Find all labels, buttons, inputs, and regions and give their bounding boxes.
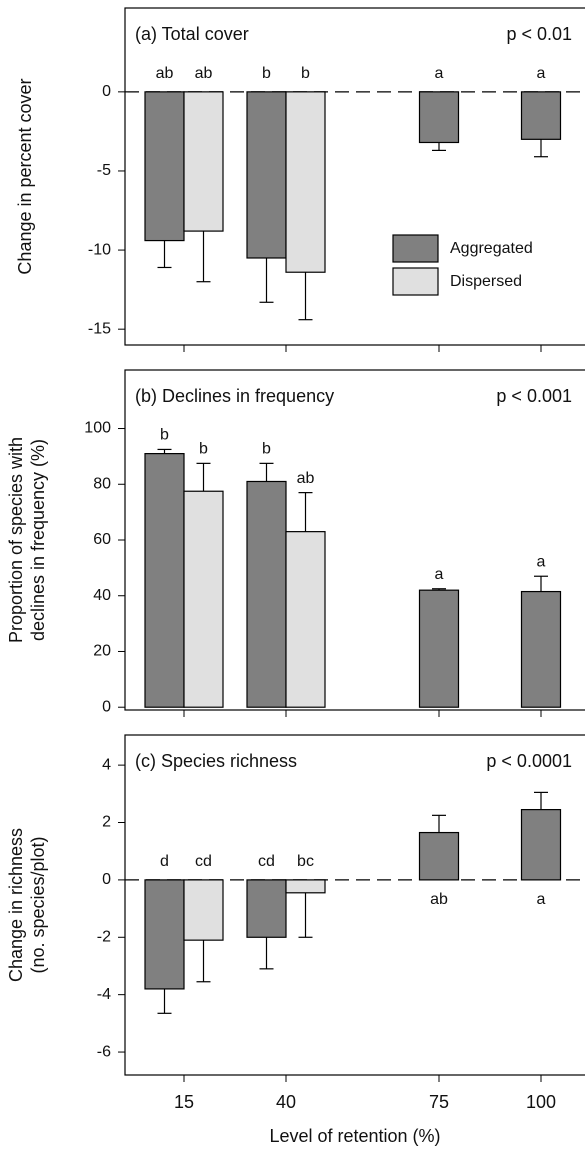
significance-letter: ab — [430, 891, 448, 908]
bar — [285, 91, 326, 273]
significance-letter: b — [199, 441, 208, 458]
p-value: p < 0.001 — [496, 386, 572, 406]
significance-letter: b — [262, 441, 271, 458]
significance-letter: b — [301, 65, 310, 82]
significance-letter: ab — [297, 470, 315, 487]
significance-letter: a — [435, 566, 444, 583]
p-value: p < 0.0001 — [486, 751, 572, 771]
bar — [183, 490, 224, 708]
bar — [285, 531, 326, 708]
bar — [144, 879, 185, 990]
x-tick-label: 75 — [429, 1092, 449, 1112]
bar — [246, 91, 287, 259]
bar — [418, 91, 460, 144]
x-tick-label: 40 — [276, 1092, 296, 1112]
y-axis-label: (no. species/plot) — [28, 836, 48, 973]
y-tick-label: 100 — [84, 420, 111, 437]
significance-letter: a — [537, 553, 546, 570]
significance-letter: bc — [297, 853, 314, 870]
p-value: p < 0.01 — [506, 24, 572, 44]
y-tick-label: 4 — [102, 756, 111, 773]
y-tick-label: 80 — [93, 475, 111, 492]
y-tick-label: -15 — [88, 320, 111, 337]
y-tick-label: 40 — [93, 587, 111, 604]
bar — [183, 91, 224, 232]
y-tick-label: 20 — [93, 643, 111, 660]
y-tick-label: 2 — [102, 814, 111, 831]
significance-letter: a — [435, 65, 444, 82]
bar — [520, 91, 562, 140]
significance-letter: cd — [258, 853, 275, 870]
y-tick-label: 0 — [102, 698, 111, 715]
bar — [144, 91, 185, 242]
bar — [246, 480, 287, 708]
significance-letter: a — [537, 65, 546, 82]
y-axis-label: Proportion of species with — [6, 437, 26, 643]
significance-letter: b — [262, 65, 271, 82]
legend-label: Dispersed — [450, 273, 522, 290]
panel-title: (b) Declines in frequency — [135, 386, 334, 406]
bar — [285, 879, 326, 894]
bar — [246, 879, 287, 938]
significance-letter: b — [160, 427, 169, 444]
legend-swatch — [392, 234, 439, 263]
y-tick-label: 0 — [102, 871, 111, 888]
panel-title: (c) Species richness — [135, 751, 297, 771]
x-axis-label: Level of retention (%) — [269, 1126, 440, 1146]
significance-letter: ab — [195, 65, 213, 82]
y-tick-label: -10 — [88, 241, 111, 258]
y-axis-label: Change in percent cover — [15, 78, 35, 274]
x-tick-label: 15 — [174, 1092, 194, 1112]
significance-letter: d — [160, 853, 169, 870]
bar — [520, 590, 562, 708]
y-tick-label: -4 — [97, 986, 111, 1003]
significance-letter: a — [537, 891, 546, 908]
y-tick-label: -6 — [97, 1043, 111, 1060]
y-axis-label: Change in richness — [6, 828, 26, 982]
y-axis-label: declines in frequency (%) — [28, 439, 48, 641]
x-tick-label: 100 — [526, 1092, 556, 1112]
significance-letter: ab — [156, 65, 174, 82]
y-tick-label: -5 — [97, 162, 111, 179]
bar — [418, 831, 460, 881]
y-tick-label: 60 — [93, 531, 111, 548]
bar — [183, 879, 224, 941]
significance-letter: cd — [195, 853, 212, 870]
legend-label: Aggregated — [450, 240, 533, 257]
y-tick-label: 0 — [102, 83, 111, 100]
panel-title: (a) Total cover — [135, 24, 249, 44]
bar — [418, 589, 460, 708]
y-tick-label: -2 — [97, 928, 111, 945]
bar — [520, 808, 562, 881]
panel-frame — [124, 734, 585, 1076]
legend-swatch — [392, 267, 439, 296]
bar — [144, 453, 185, 708]
panel-frame — [124, 7, 585, 346]
